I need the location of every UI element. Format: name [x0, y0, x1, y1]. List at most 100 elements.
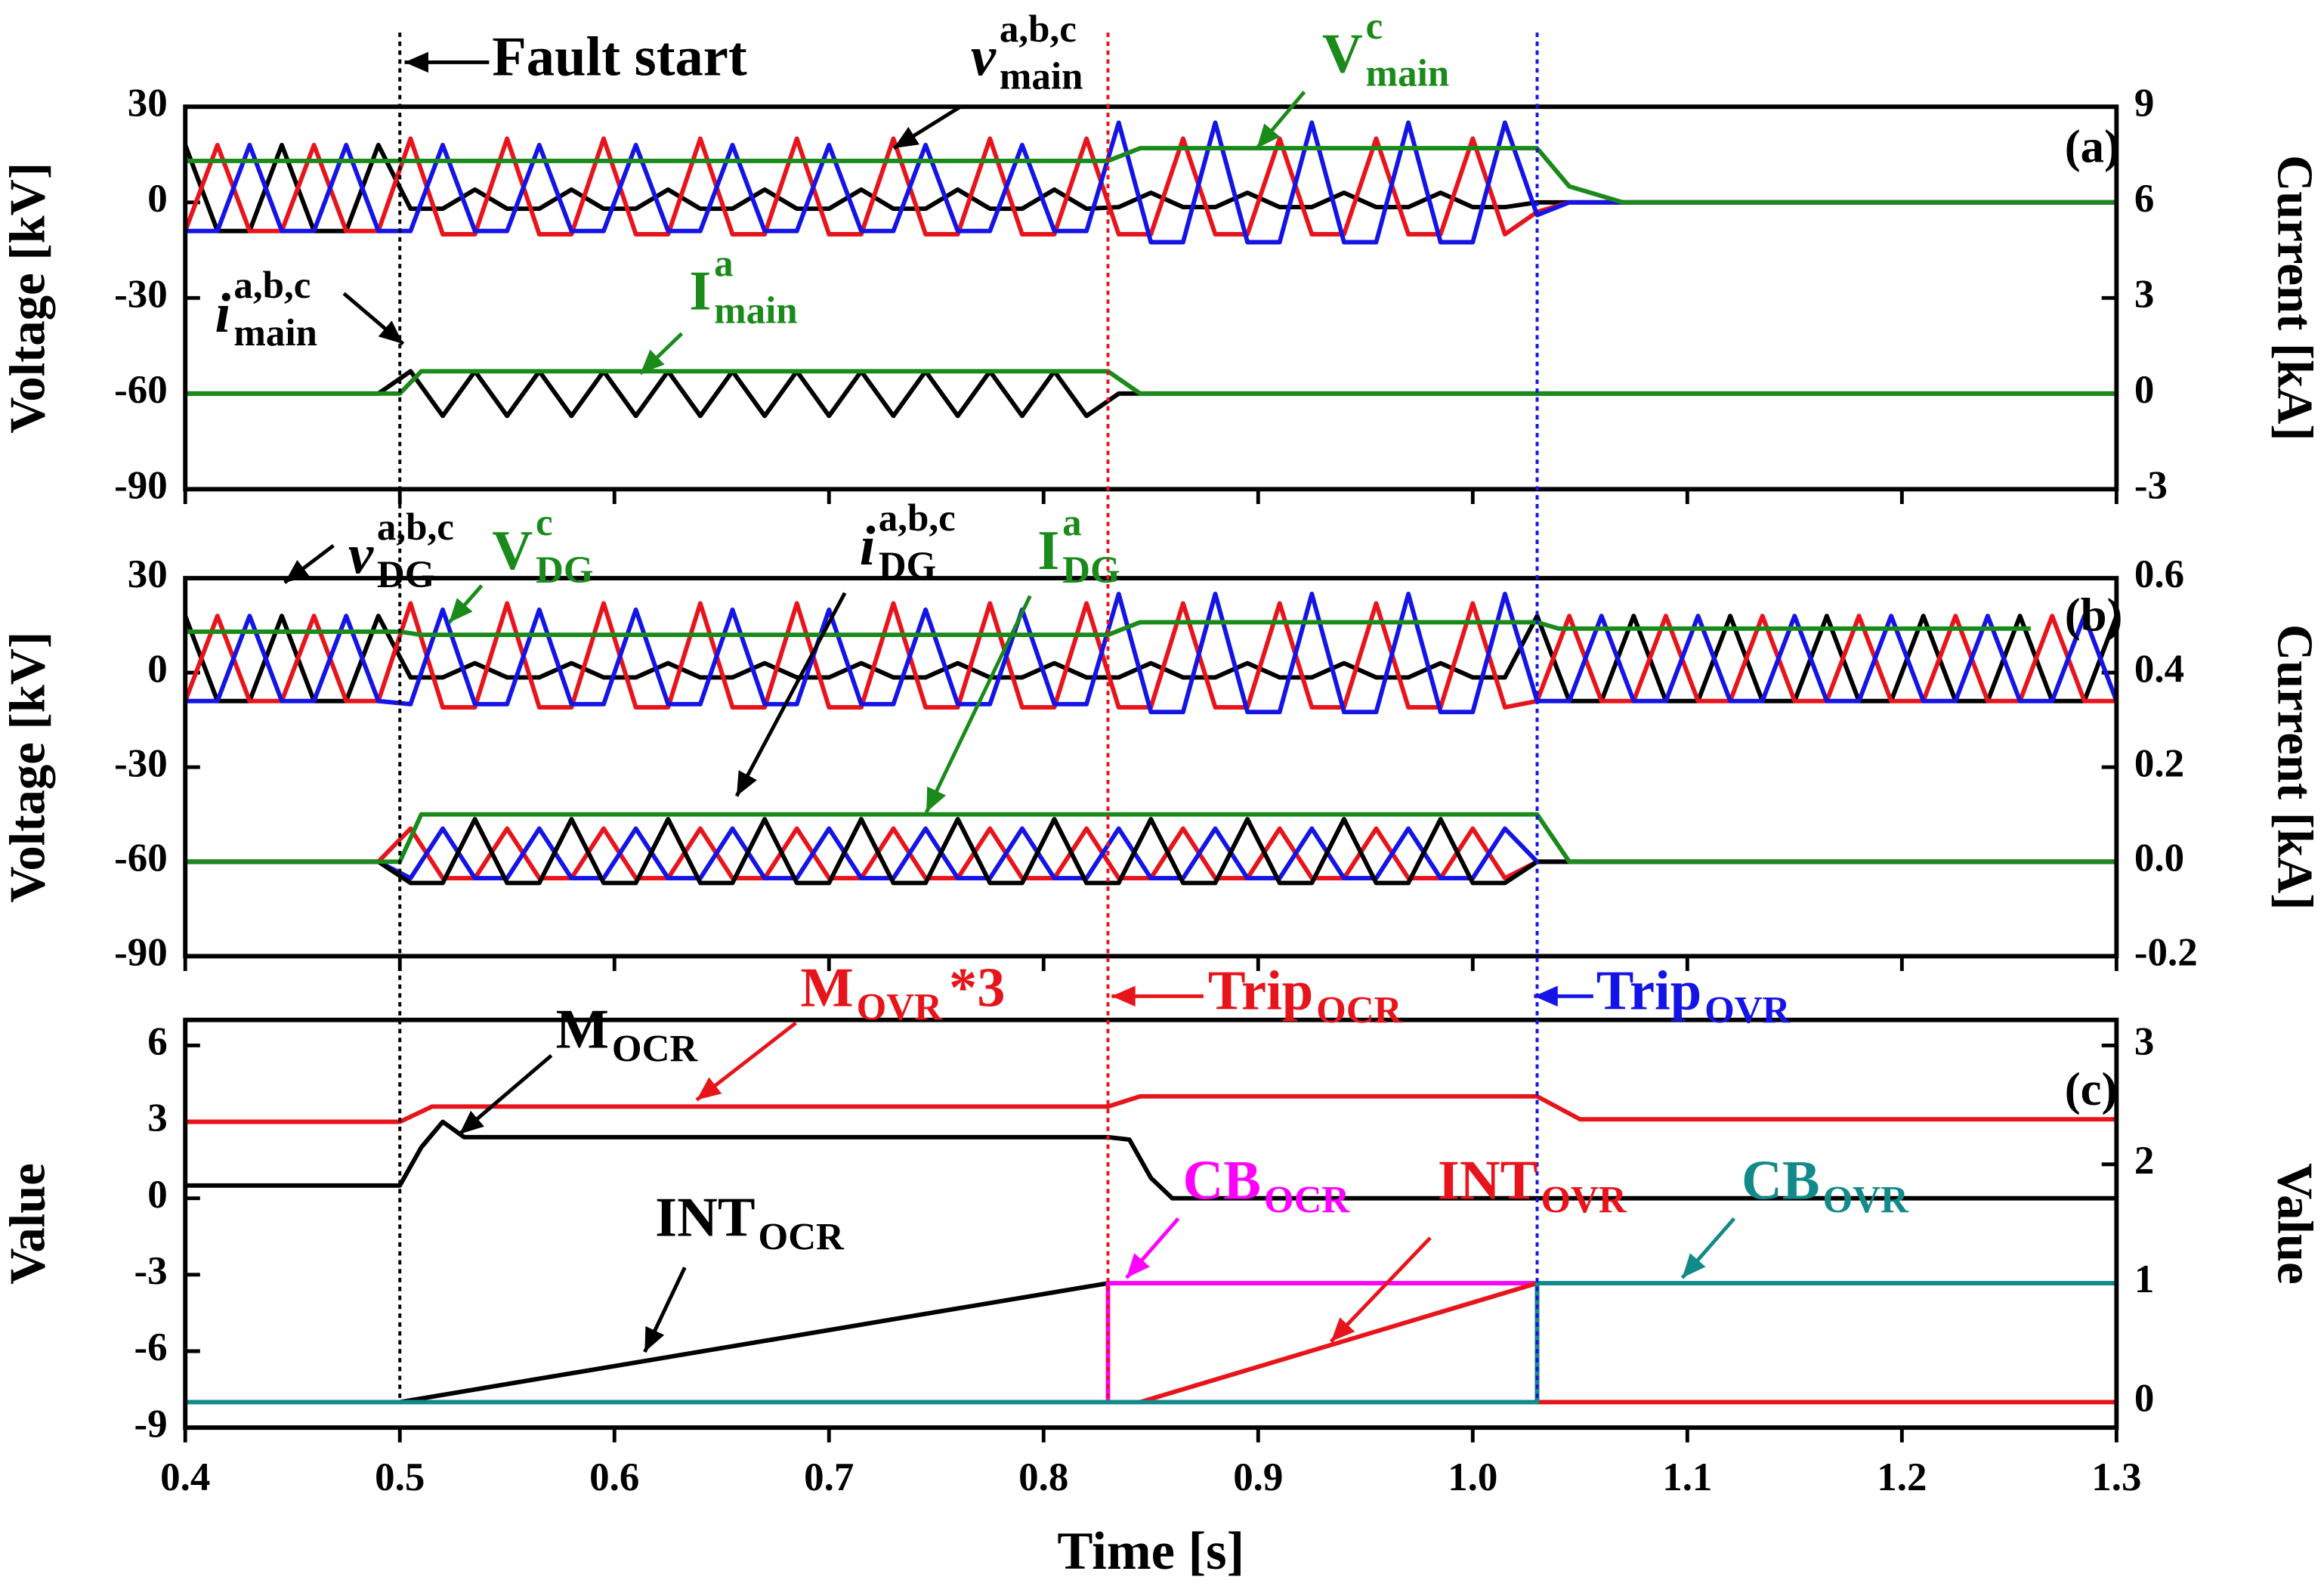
annotation-sub: main: [233, 312, 317, 354]
arrow-head: [697, 1077, 722, 1100]
y2-tick-label: 0.0: [2134, 836, 2184, 880]
y2-tick-label: 2: [2134, 1139, 2154, 1183]
annotation-text: V: [492, 520, 533, 582]
annotation-text: (c): [2065, 1062, 2118, 1115]
series-line: [183, 136, 2117, 237]
annotation-arrow: [1329, 1236, 1432, 1344]
y-tick-label: 0: [147, 1173, 167, 1217]
y2-axis-label: Current [kA]: [2267, 155, 2322, 441]
arrow-head: [893, 126, 919, 149]
y-tick-label: -30: [114, 272, 168, 316]
y2-tick-label: 3: [2134, 272, 2154, 316]
series-line: [185, 120, 2117, 245]
y-tick-label: -90: [114, 930, 168, 974]
x-tick-label: 0.8: [1018, 1455, 1068, 1499]
y2-tick-label: 0.2: [2134, 741, 2184, 785]
y-tick-label: 3: [147, 1096, 167, 1140]
annotation-text: v: [971, 26, 997, 88]
annotation-sub: OVR: [857, 987, 944, 1029]
arrow-head: [1682, 1253, 1706, 1279]
annotation-sub: DG: [536, 549, 594, 592]
annotation-sup: a,b,c: [879, 497, 956, 540]
arrow-head: [1256, 123, 1281, 149]
arrow-head: [1330, 1317, 1355, 1342]
series-line: [1105, 1281, 1537, 1403]
annotation-text: CB: [1182, 1149, 1261, 1211]
arrow-head: [640, 349, 665, 374]
series-line: [183, 142, 2117, 234]
annotation-sup: a,b,c: [233, 264, 311, 307]
annotation-sup: a,b,c: [1000, 8, 1077, 51]
x-tick-label: 0.7: [804, 1455, 854, 1499]
arrow-head: [378, 320, 403, 345]
series-line: [185, 817, 2117, 886]
y2-tick-label: 0.6: [2134, 552, 2184, 596]
x-tick-label: 1.2: [1877, 1455, 1927, 1499]
series-line: [185, 591, 2119, 715]
plot-frame: [183, 104, 2119, 492]
annotation-text: CB: [1741, 1149, 1820, 1211]
y2-axis-label: Current [kA]: [2267, 624, 2322, 910]
annotation-text: M: [556, 998, 609, 1060]
arrow-head: [736, 770, 757, 796]
annotation-sub: OVR: [1823, 1180, 1910, 1222]
annotation-text: v: [348, 524, 374, 586]
y-tick-label: -90: [114, 464, 168, 508]
y2-tick-label: 0: [2134, 1377, 2154, 1421]
y-tick-label: 30: [128, 552, 168, 596]
annotation-sub: OCR: [1264, 1180, 1351, 1222]
annotation-sup: a: [1062, 502, 1082, 544]
annotation-sub: main: [1000, 56, 1083, 98]
annotation-text: M: [800, 957, 853, 1019]
x-tick-label: 1.0: [1448, 1455, 1497, 1499]
annotation-text: (b): [2065, 588, 2123, 641]
y-tick-label: 30: [128, 81, 168, 125]
arrow-head: [284, 560, 310, 583]
annotation-sup: c: [1366, 5, 1383, 48]
annotation-sub: OVR: [1541, 1180, 1627, 1222]
annotation-text: Trip: [1596, 960, 1701, 1022]
series-line: [185, 826, 2117, 881]
plot-frame: [183, 576, 2119, 959]
y-tick-label: -60: [114, 368, 168, 412]
series-line: [185, 812, 2117, 865]
series-line: [185, 1119, 2117, 1201]
annotation-text: I: [1037, 520, 1059, 582]
y2-tick-label: 6: [2134, 177, 2154, 221]
annotation-arrow: [924, 595, 1032, 814]
annotation-sub: DG: [377, 554, 435, 596]
annotation-text: Trip: [1208, 960, 1313, 1022]
y2-tick-label: 3: [2134, 1020, 2154, 1064]
y-tick-label: -60: [114, 836, 168, 880]
x-tick-label: 0.5: [375, 1455, 425, 1499]
arrow-head: [1534, 985, 1558, 1007]
x-tick-label: 1.3: [2091, 1455, 2141, 1499]
series-line: [185, 1093, 2117, 1124]
x-tick-label: 0.4: [160, 1455, 210, 1499]
series-line: [185, 620, 2031, 638]
annotation-sub: main: [714, 290, 798, 332]
annotation-text: i: [860, 515, 876, 577]
x-axis-label: Time [s]: [1057, 1522, 1244, 1581]
annotation-sup: a,b,c: [377, 506, 454, 549]
y-tick-label: -3: [134, 1249, 168, 1293]
series-line: [1139, 1281, 2117, 1405]
y2-tick-label: 0.4: [2134, 647, 2184, 691]
annotation-sub: OCR: [759, 1217, 845, 1259]
y2-tick-label: 0: [2134, 368, 2154, 412]
y-axis-label: Voltage [kV]: [0, 162, 55, 434]
y2-tick-label: 9: [2134, 81, 2154, 125]
annotation-text: Fault start: [492, 26, 747, 88]
arrow-head: [459, 1110, 484, 1134]
y-axis-label: Voltage [kV]: [0, 632, 55, 903]
plot-frame: [183, 1017, 2119, 1431]
arrow-head: [404, 51, 428, 73]
annotation-arrow: [734, 592, 847, 797]
annotation-sub: OVR: [1704, 990, 1791, 1032]
annotation-text: INT: [1438, 1149, 1538, 1211]
y2-tick-label: -3: [2134, 464, 2168, 508]
annotation-suffix: *3: [949, 957, 1006, 1019]
y2-tick-label: -0.2: [2134, 930, 2198, 974]
annotation-sub: DG: [1062, 549, 1120, 592]
